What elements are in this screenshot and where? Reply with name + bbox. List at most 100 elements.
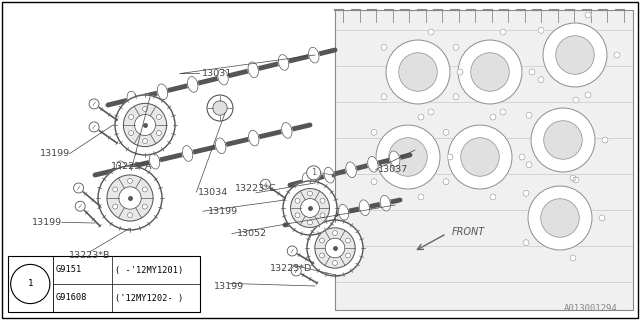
Circle shape	[134, 115, 156, 135]
Text: 13223*B: 13223*B	[69, 252, 110, 260]
Circle shape	[295, 198, 300, 203]
Text: 13199: 13199	[214, 282, 244, 291]
Circle shape	[376, 125, 440, 189]
Circle shape	[490, 194, 496, 200]
Text: 13223*A: 13223*A	[111, 162, 152, 171]
Circle shape	[307, 191, 312, 196]
Text: 13199: 13199	[208, 207, 238, 216]
Circle shape	[74, 183, 84, 193]
Circle shape	[614, 52, 620, 58]
Circle shape	[443, 179, 449, 185]
Polygon shape	[302, 173, 313, 188]
Polygon shape	[390, 151, 400, 167]
Polygon shape	[216, 138, 226, 154]
Circle shape	[319, 238, 324, 243]
Circle shape	[260, 179, 270, 189]
Circle shape	[381, 44, 387, 50]
Text: 13052: 13052	[237, 229, 267, 238]
Circle shape	[448, 125, 512, 189]
Circle shape	[457, 69, 463, 75]
Circle shape	[11, 264, 50, 304]
Text: 13199: 13199	[40, 149, 70, 158]
Circle shape	[541, 199, 579, 237]
Polygon shape	[218, 69, 228, 85]
Text: FRONT: FRONT	[452, 227, 485, 236]
Circle shape	[602, 137, 608, 143]
Circle shape	[453, 44, 459, 50]
Circle shape	[471, 53, 509, 91]
Polygon shape	[324, 167, 335, 183]
Circle shape	[399, 53, 437, 91]
Circle shape	[320, 213, 325, 218]
Circle shape	[319, 253, 324, 258]
Circle shape	[115, 95, 175, 155]
Circle shape	[543, 23, 607, 87]
Circle shape	[570, 255, 576, 261]
Circle shape	[519, 154, 525, 160]
Text: 13034: 13034	[198, 188, 228, 196]
Polygon shape	[248, 130, 259, 146]
Circle shape	[443, 129, 449, 135]
Circle shape	[142, 204, 147, 209]
Polygon shape	[182, 146, 193, 161]
Circle shape	[156, 115, 161, 119]
Circle shape	[500, 109, 506, 115]
Circle shape	[573, 97, 579, 103]
Polygon shape	[157, 84, 168, 100]
Circle shape	[127, 212, 132, 218]
Circle shape	[523, 190, 529, 196]
Circle shape	[76, 201, 85, 211]
Circle shape	[142, 187, 147, 192]
Circle shape	[585, 12, 591, 18]
Circle shape	[113, 204, 118, 209]
Circle shape	[283, 181, 337, 235]
Text: 1: 1	[311, 168, 316, 177]
Polygon shape	[127, 91, 138, 107]
Polygon shape	[380, 195, 390, 211]
Circle shape	[371, 129, 377, 135]
Circle shape	[381, 94, 387, 100]
Circle shape	[529, 69, 535, 75]
Circle shape	[207, 95, 233, 121]
Circle shape	[295, 213, 300, 218]
Circle shape	[287, 246, 297, 256]
Polygon shape	[346, 162, 356, 178]
Polygon shape	[278, 55, 289, 70]
Circle shape	[526, 162, 532, 168]
Circle shape	[143, 107, 147, 111]
Text: A013001294: A013001294	[564, 304, 618, 313]
Polygon shape	[339, 204, 349, 220]
Bar	[8, 256, 200, 312]
Text: 13031: 13031	[202, 69, 232, 78]
Circle shape	[461, 138, 499, 176]
Polygon shape	[149, 153, 160, 169]
Circle shape	[333, 260, 337, 266]
Circle shape	[523, 240, 529, 246]
Circle shape	[307, 166, 321, 180]
Circle shape	[490, 114, 496, 120]
Circle shape	[307, 220, 312, 225]
Circle shape	[333, 230, 337, 236]
Text: ('12MY1202- ): ('12MY1202- )	[115, 293, 183, 302]
Circle shape	[538, 27, 544, 33]
Circle shape	[447, 154, 453, 160]
Circle shape	[544, 121, 582, 159]
Circle shape	[315, 228, 355, 268]
Circle shape	[526, 112, 532, 118]
Circle shape	[386, 40, 450, 104]
Circle shape	[107, 175, 153, 221]
Circle shape	[458, 40, 522, 104]
Text: 13223*D: 13223*D	[270, 264, 312, 273]
Polygon shape	[116, 161, 127, 177]
Circle shape	[570, 175, 576, 181]
Circle shape	[124, 103, 166, 147]
Circle shape	[428, 109, 434, 115]
Circle shape	[291, 188, 330, 228]
Text: ( -'12MY1201): ( -'12MY1201)	[115, 266, 183, 275]
Circle shape	[301, 198, 319, 218]
Polygon shape	[282, 123, 292, 138]
Polygon shape	[188, 76, 198, 92]
Polygon shape	[248, 62, 259, 78]
Circle shape	[325, 238, 345, 258]
Circle shape	[307, 220, 363, 276]
